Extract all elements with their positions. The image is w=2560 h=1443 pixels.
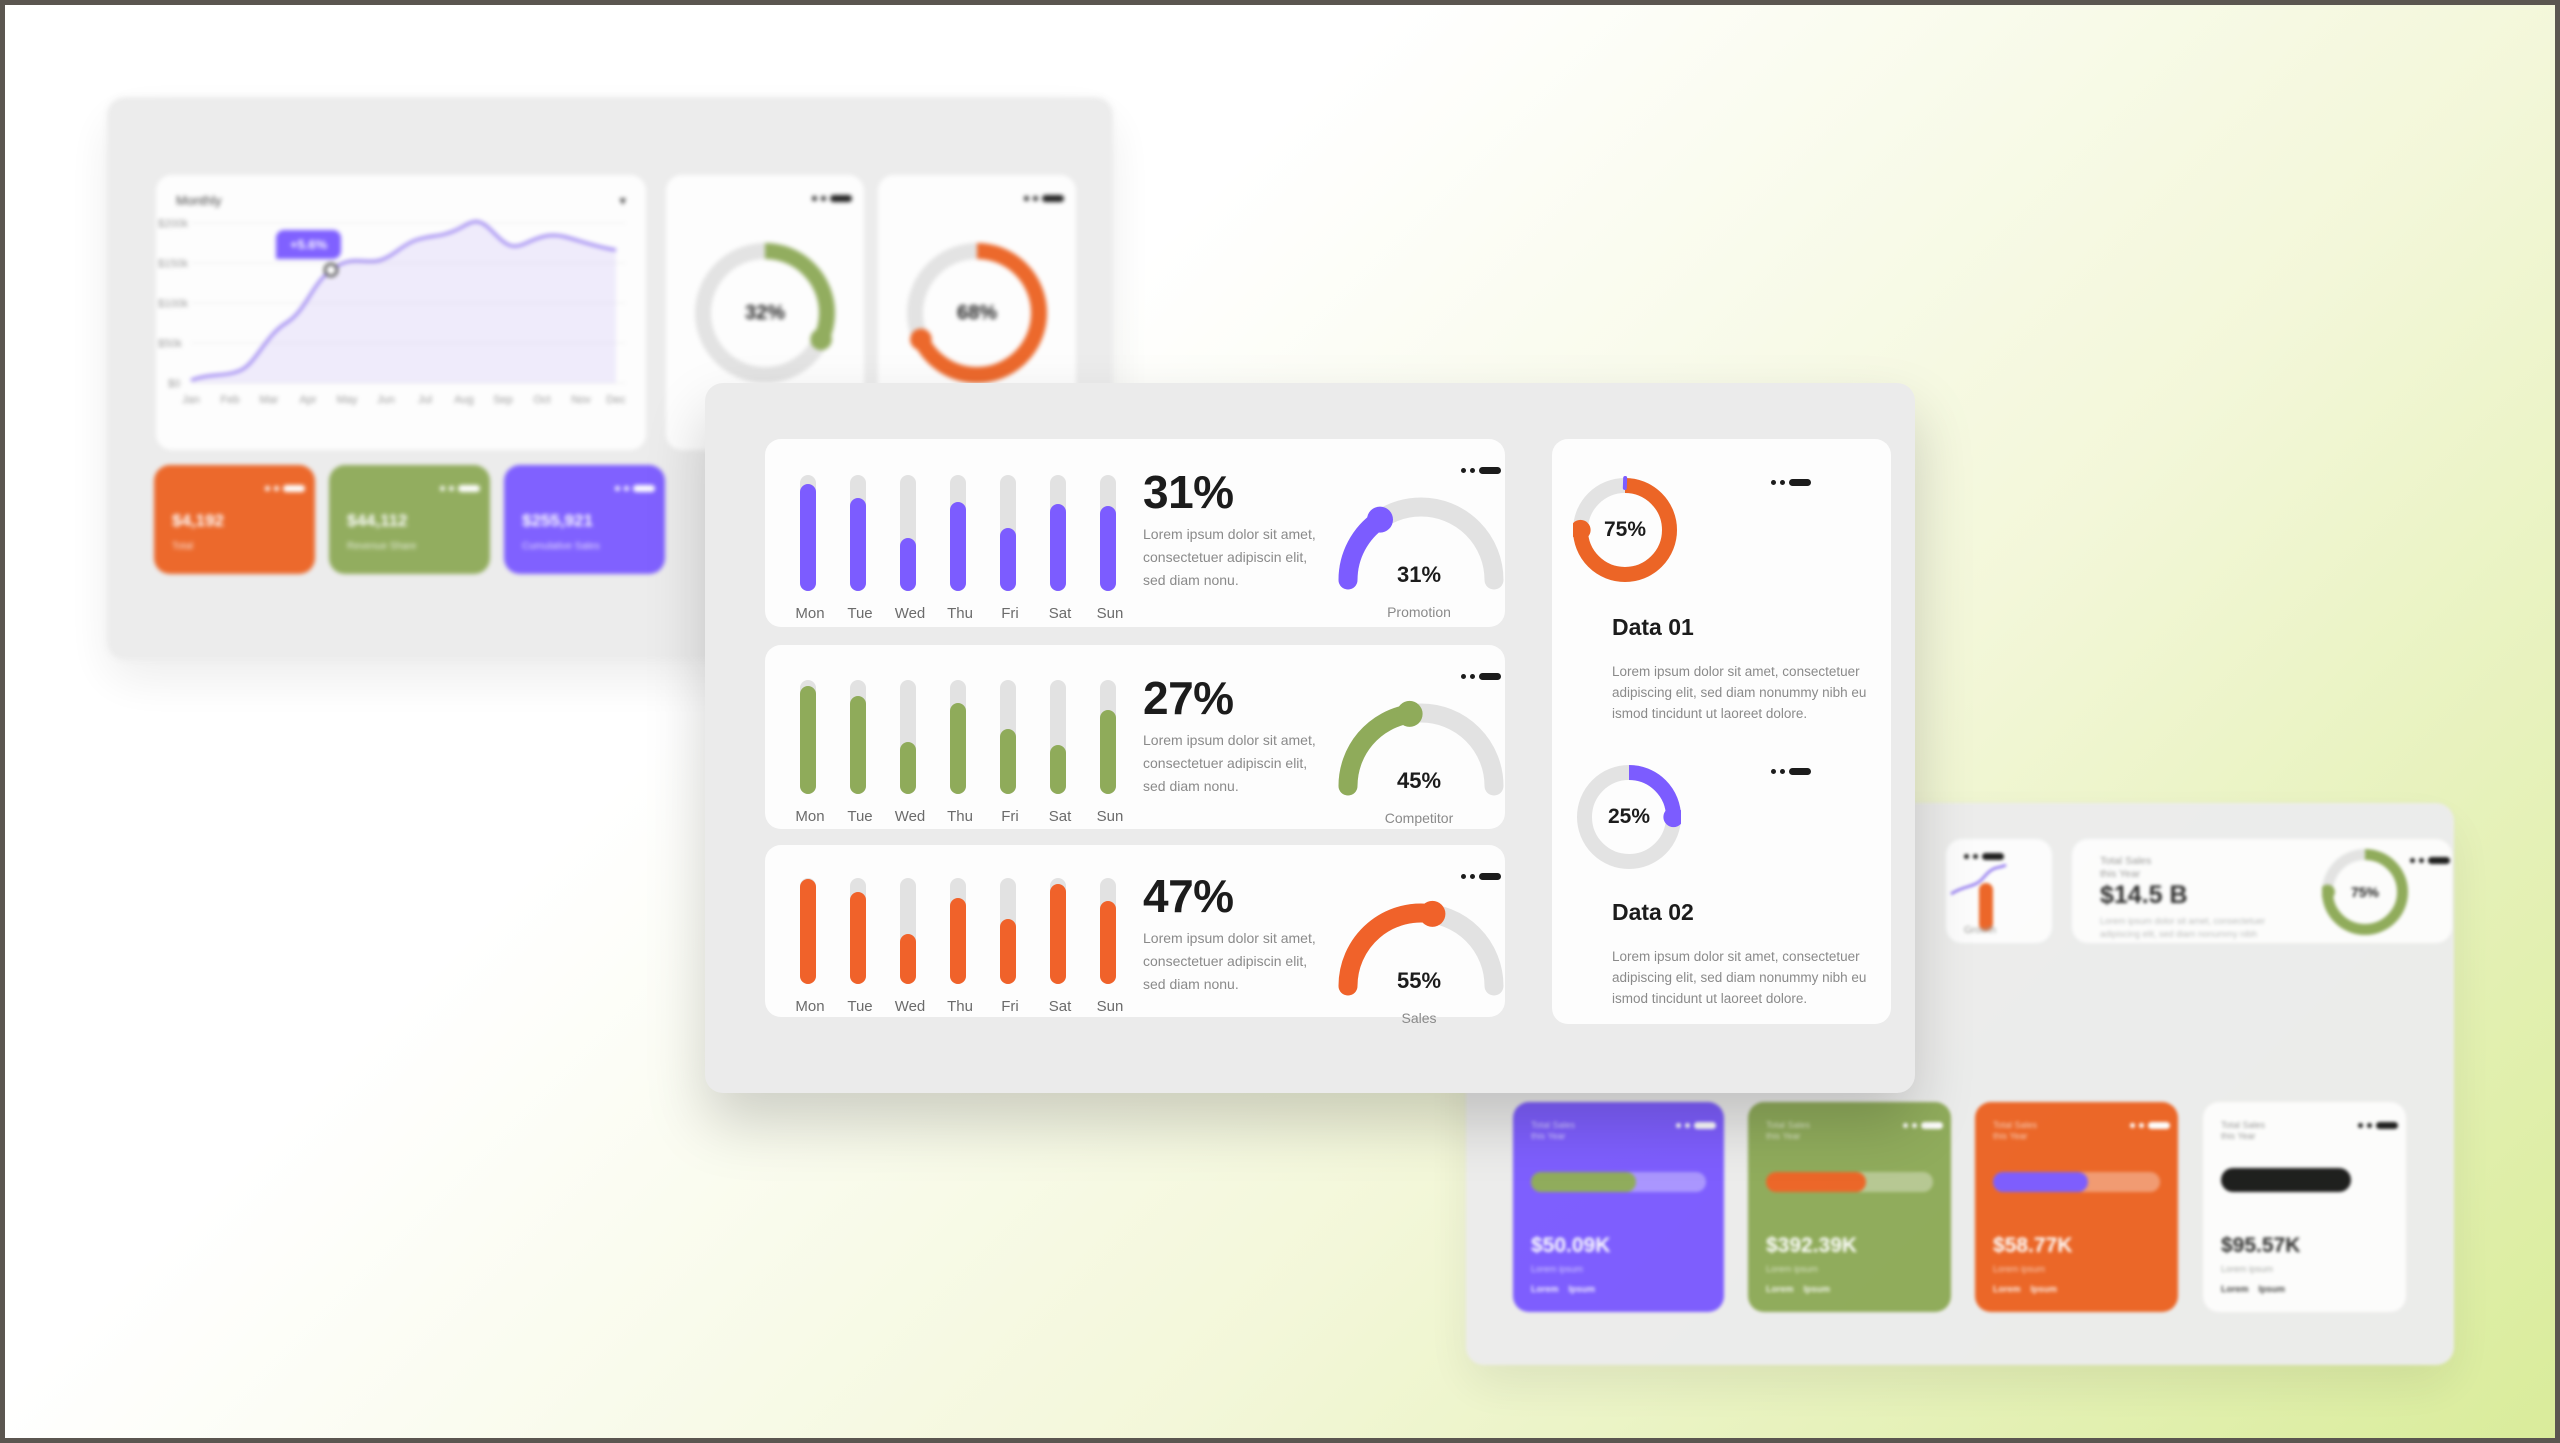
svg-text:Jan: Jan	[182, 394, 200, 406]
svg-text:Nov: Nov	[571, 394, 591, 406]
svg-text:Aug: Aug	[454, 394, 474, 406]
svg-text:$150k: $150k	[158, 258, 188, 270]
svg-text:$100k: $100k	[158, 298, 188, 310]
svg-text:May: May	[337, 394, 358, 406]
svg-text:Sep: Sep	[493, 394, 513, 406]
svg-text:Apr: Apr	[299, 394, 316, 406]
svg-text:Jul: Jul	[418, 394, 432, 406]
svg-text:Feb: Feb	[221, 394, 240, 406]
svg-text:Jun: Jun	[377, 394, 395, 406]
svg-text:$50k: $50k	[158, 338, 182, 350]
svg-text:$200k: $200k	[158, 218, 188, 230]
svg-text:Dec: Dec	[606, 394, 626, 406]
svg-text:Mar: Mar	[260, 394, 279, 406]
svg-text:Oct: Oct	[533, 394, 550, 406]
svg-text:$0: $0	[168, 378, 180, 390]
